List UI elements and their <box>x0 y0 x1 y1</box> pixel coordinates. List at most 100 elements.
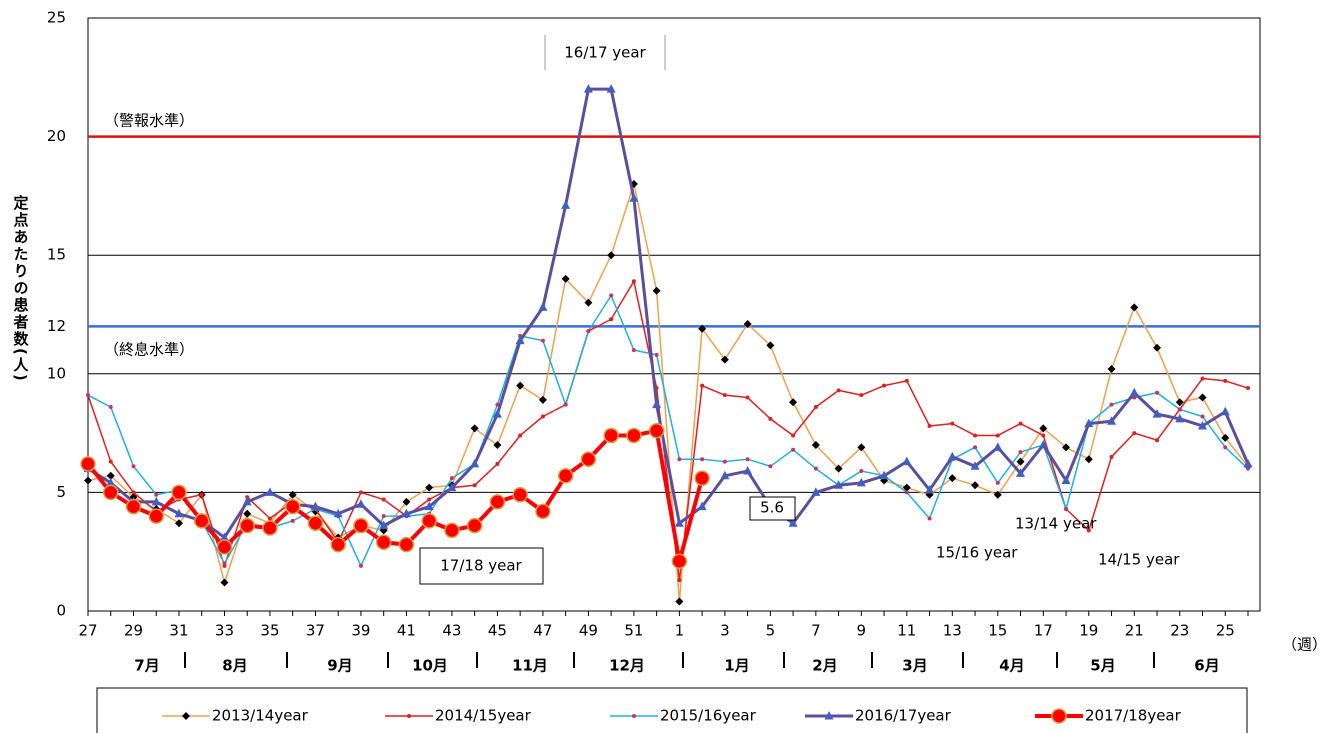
data-point <box>697 501 707 511</box>
data-point <box>993 442 1003 451</box>
data-point <box>586 329 591 334</box>
data-point <box>216 539 233 555</box>
data-point <box>700 457 705 462</box>
data-point <box>745 457 750 462</box>
data-point <box>375 534 392 550</box>
x-tick-label: 9 <box>857 622 867 640</box>
data-point <box>722 459 727 464</box>
data-point <box>108 459 113 464</box>
data-point <box>609 317 614 322</box>
data-point <box>284 498 301 515</box>
x-tick-label: 51 <box>624 622 643 640</box>
month-label: 10月 <box>412 657 448 675</box>
data-point <box>518 433 523 438</box>
data-point <box>427 497 432 502</box>
legend-marker <box>632 714 636 718</box>
data-point <box>557 468 574 484</box>
data-point <box>584 298 593 307</box>
data-point <box>836 388 841 393</box>
month-label: 4月 <box>999 657 1024 675</box>
data-point <box>995 433 1000 438</box>
data-point <box>694 470 710 486</box>
month-label: 3月 <box>902 657 927 675</box>
legend-marker <box>182 712 190 720</box>
data-point <box>540 338 545 343</box>
data-point <box>834 480 844 489</box>
y-axis-label: 定点あたりの患者数(人) <box>12 194 30 383</box>
data-point <box>947 451 957 461</box>
annotation: 13/14 year <box>1015 515 1097 533</box>
data-point <box>381 497 386 502</box>
data-point <box>1175 398 1184 407</box>
data-point <box>262 520 278 536</box>
data-point <box>1246 466 1250 471</box>
data-point <box>1084 455 1093 464</box>
x-tick-label: 3 <box>720 622 730 640</box>
data-point <box>1200 376 1205 381</box>
annotation: 17/18 year <box>440 557 522 575</box>
data-point <box>1039 424 1048 433</box>
data-point <box>698 324 707 333</box>
data-point <box>995 480 1000 485</box>
y-tick-label: 10 <box>47 364 66 382</box>
data-point <box>720 355 729 364</box>
data-point <box>1107 365 1116 374</box>
data-point <box>768 464 773 469</box>
data-point <box>449 476 454 481</box>
plot-frame <box>87 17 1261 612</box>
data-point <box>973 445 978 450</box>
x-tick-label: 33 <box>215 622 234 640</box>
data-point <box>106 471 115 480</box>
data-point <box>1220 406 1230 416</box>
x-tick-label: 13 <box>943 622 962 640</box>
y-tick-label: 0 <box>56 602 66 620</box>
data-point <box>358 563 363 568</box>
data-point <box>791 447 796 452</box>
data-point <box>425 483 434 492</box>
legend-label: 2017/18year <box>1085 707 1182 725</box>
data-point <box>811 440 820 449</box>
data-point <box>1132 431 1137 436</box>
data-point <box>950 421 955 426</box>
data-point <box>489 494 506 510</box>
data-point <box>220 578 229 587</box>
data-point <box>1243 458 1253 468</box>
data-point <box>222 561 227 566</box>
data-point <box>700 383 705 388</box>
data-point <box>859 393 864 398</box>
data-point <box>288 490 297 499</box>
data-point <box>652 399 662 409</box>
data-point <box>925 485 935 494</box>
data-point <box>102 484 119 501</box>
data-point <box>973 433 978 438</box>
data-point <box>856 477 866 487</box>
x-tick-label: 37 <box>306 622 325 640</box>
data-point <box>1177 407 1182 412</box>
data-point <box>470 458 480 468</box>
data-point <box>606 84 616 93</box>
data-point <box>495 402 500 407</box>
data-point <box>535 503 551 520</box>
data-point <box>743 466 753 475</box>
data-point <box>1107 416 1117 425</box>
data-point <box>671 553 688 569</box>
data-point <box>171 484 187 501</box>
data-point <box>125 498 142 515</box>
data-point <box>154 492 159 497</box>
data-point <box>131 490 136 495</box>
data-point <box>788 518 798 527</box>
x-tick-label: 17 <box>1034 622 1053 640</box>
x-axis-unit: （週） <box>1282 636 1323 654</box>
data-point <box>492 409 502 418</box>
data-point <box>444 522 460 539</box>
data-point <box>1152 409 1162 418</box>
data-point <box>151 496 161 506</box>
data-point <box>768 416 773 421</box>
data-point <box>421 513 437 529</box>
data-point <box>174 508 184 518</box>
data-point <box>538 395 547 404</box>
data-point <box>1041 433 1046 438</box>
data-point <box>402 497 411 506</box>
data-point <box>516 381 525 390</box>
data-point <box>310 501 320 511</box>
